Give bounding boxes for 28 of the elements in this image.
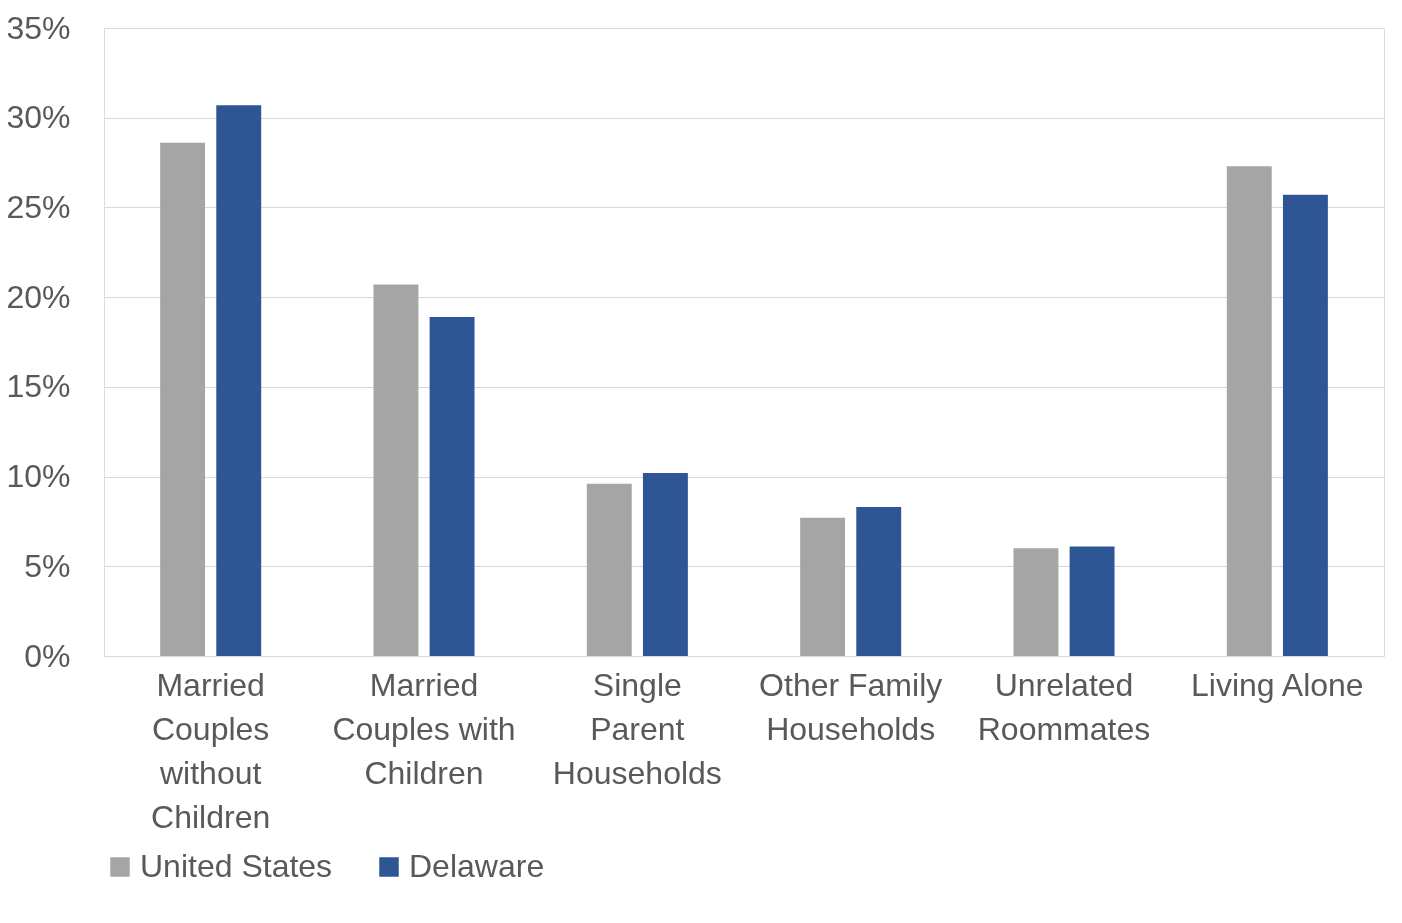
bar xyxy=(1226,166,1272,656)
y-tick-label: 10% xyxy=(6,458,71,495)
y-tick-label: 20% xyxy=(6,278,71,315)
bar xyxy=(1069,546,1115,656)
y-tick-label: 30% xyxy=(6,99,71,136)
x-tick-label: Living Alone xyxy=(1191,666,1364,703)
bar xyxy=(373,284,419,656)
y-tick-label: 35% xyxy=(6,9,71,46)
x-tick-label: Married Couples with Children xyxy=(332,666,516,791)
x-tick-label: Other Family Households xyxy=(759,666,943,747)
y-tick-label: 5% xyxy=(24,547,71,584)
y-tick-label: 15% xyxy=(6,368,71,405)
x-tick-label: Unrelated Roommates xyxy=(977,666,1151,747)
y-tick-label: 25% xyxy=(6,188,71,225)
bar xyxy=(216,105,262,656)
y-tick-label: 0% xyxy=(24,637,71,674)
bar xyxy=(642,472,688,656)
bar xyxy=(429,316,475,656)
bar xyxy=(1282,194,1328,656)
bar xyxy=(586,483,632,656)
bar xyxy=(856,507,902,656)
bar xyxy=(1013,548,1059,656)
legend-label: Delaware xyxy=(409,848,545,884)
legend-label: United States xyxy=(140,848,333,884)
x-tick-label: Married Couples without Children xyxy=(151,666,271,835)
bar xyxy=(160,142,206,656)
bar xyxy=(800,517,846,656)
x-tick-label: Single Parent Households xyxy=(552,666,722,791)
